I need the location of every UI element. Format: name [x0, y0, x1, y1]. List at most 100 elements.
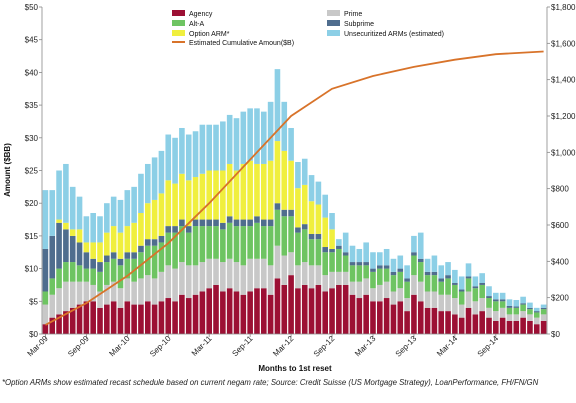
bar-segment-5: [329, 213, 335, 230]
bar-segment-3: [431, 271, 438, 276]
bar-segment-2: [124, 258, 131, 279]
bar-segment-5: [383, 248, 390, 266]
bar-segment-5: [90, 213, 96, 243]
bar-segment-4: [83, 242, 90, 253]
x-tick-label: Sep-09: [66, 334, 91, 359]
x-tick-label: Mar-13: [353, 334, 378, 359]
bar-segment-2: [42, 291, 49, 305]
bar-segment-2: [104, 262, 110, 285]
bar-segment-4: [158, 193, 165, 236]
bar-segment-4: [308, 201, 315, 234]
bar-segment-5: [274, 69, 281, 142]
bar-segment-1: [377, 284, 383, 302]
bar-segment-0: [322, 291, 329, 334]
bar-segment-0: [370, 301, 376, 334]
bar-segment-0: [274, 278, 281, 334]
bar-segment-1: [438, 294, 445, 312]
bar-segment-1: [274, 245, 281, 279]
legend-label: Agency: [189, 11, 213, 18]
bar-segment-1: [533, 317, 540, 325]
bar-segment-4: [288, 160, 294, 210]
bar-segment-3: [185, 226, 192, 233]
bar-segment-1: [76, 281, 83, 305]
cumulative-amount-line: [44, 50, 544, 326]
bar-segment-2: [527, 309, 533, 315]
y2-tick-label: $0: [551, 330, 560, 339]
bar-segment-3: [404, 278, 410, 282]
y2-tick-label: $1,200: [551, 112, 576, 121]
bar-segment-3: [377, 265, 383, 269]
bar-segment-3: [172, 226, 178, 233]
bar-segment-3: [417, 258, 424, 263]
bar-segment-3: [438, 278, 445, 282]
bar-segment-5: [76, 196, 83, 230]
bar-segment-5: [445, 262, 451, 276]
bar-segment-5: [213, 124, 219, 171]
bar-segment-1: [124, 278, 131, 302]
legend-swatch-0: [172, 10, 185, 16]
bar-segment-0: [281, 284, 288, 334]
bar-segment-1: [527, 314, 533, 321]
bar-segment-1: [151, 278, 158, 305]
bar-segment-3: [356, 262, 363, 266]
bar-segment-0: [336, 284, 342, 334]
bar-segment-1: [69, 281, 76, 308]
bar-segment-5: [240, 111, 247, 164]
bar-segment-2: [424, 275, 431, 292]
bar-segment-3: [301, 224, 308, 230]
y-tick-label: $50: [25, 3, 39, 12]
bar-segment-4: [185, 180, 192, 227]
footnote: *Option ARMs show estimated recast sched…: [2, 378, 539, 387]
bar-segment-5: [192, 131, 199, 178]
bar-segment-5: [472, 276, 479, 287]
bar-segment-0: [363, 294, 369, 334]
bar-segment-0: [240, 294, 247, 334]
bar-segment-1: [158, 271, 165, 302]
bar-segment-1: [370, 288, 376, 302]
bar-segment-3: [76, 242, 83, 266]
bar-segment-5: [165, 134, 172, 181]
bar-segment-3: [165, 226, 172, 233]
bar-segment-1: [404, 298, 410, 312]
bar-segment-1: [179, 262, 185, 295]
bar-segment-1: [192, 265, 199, 295]
bar-segment-2: [431, 275, 438, 292]
bar-segment-1: [226, 258, 233, 289]
bar-segment-0: [192, 294, 199, 334]
bar-segment-0: [329, 288, 335, 334]
bar-segment-2: [445, 278, 451, 295]
bar-segment-4: [192, 177, 199, 220]
bar-segment-5: [499, 292, 506, 300]
bar-segment-3: [117, 258, 124, 266]
bar-segment-3: [295, 227, 301, 233]
y-tick-label: $35: [25, 101, 39, 110]
bar-segment-2: [260, 226, 267, 259]
bar-segment-2: [179, 226, 185, 263]
bar-segment-3: [458, 289, 465, 292]
bar-segment-1: [301, 262, 308, 285]
bar-segment-5: [124, 190, 131, 227]
bar-segment-0: [315, 284, 322, 334]
y2-tick-label: $400: [551, 257, 569, 266]
bar-segment-2: [377, 268, 383, 285]
bar-segment-3: [336, 245, 342, 249]
y-axis-title: Amount ($BB): [3, 143, 12, 197]
bar-segment-5: [144, 163, 151, 204]
bar-segment-5: [322, 194, 329, 218]
bar-segment-3: [151, 239, 158, 246]
bar-segment-0: [520, 317, 526, 334]
bar-segment-5: [404, 265, 410, 279]
bar-segment-3: [247, 219, 253, 227]
bar-segment-3: [138, 245, 144, 253]
bar-segment-3: [527, 307, 533, 310]
bar-segment-2: [233, 226, 240, 263]
bar-segment-1: [315, 265, 322, 285]
bar-segment-3: [233, 219, 240, 227]
bar-segment-4: [281, 150, 288, 210]
bar-segment-3: [288, 209, 294, 217]
bar-segment-0: [295, 288, 301, 334]
bar-segment-5: [233, 118, 240, 171]
bar-segment-1: [493, 311, 499, 321]
bar-segment-5: [486, 286, 492, 297]
bar-segment-3: [445, 275, 451, 279]
